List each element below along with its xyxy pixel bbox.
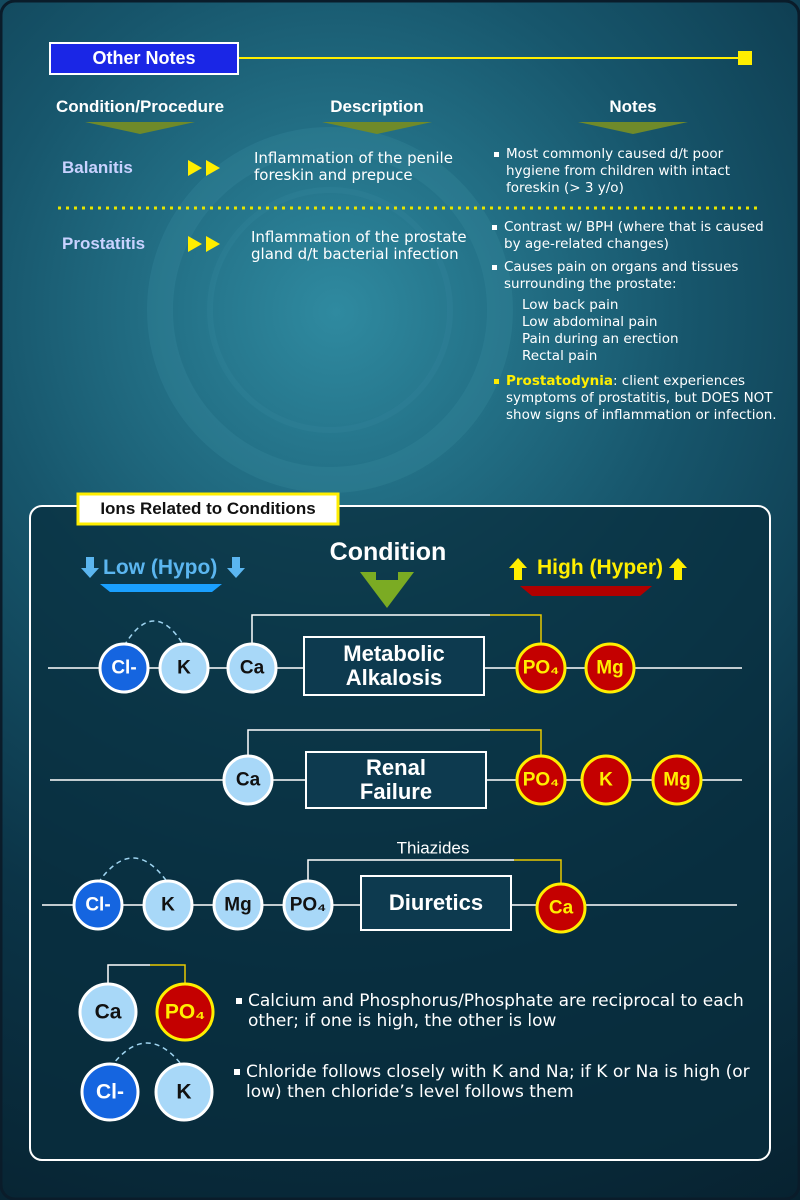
ion-circle [142, 879, 194, 931]
ion-circle [584, 642, 636, 694]
condition-name: Renal Failure [359, 755, 433, 804]
note: Causes pain on organs and tissues surrou… [492, 259, 779, 293]
down-arrow-icon [81, 557, 245, 578]
connector [107, 964, 150, 986]
relation-note: Chloride follows closely with K and Na; … [234, 1062, 766, 1102]
ion-label: Cl- [111, 658, 136, 679]
ion-label: K [599, 770, 613, 791]
condition-label: Condition [329, 538, 447, 566]
watermark [207, 187, 453, 433]
highlight-note: Prostatodynia: client experiences sympto… [494, 373, 781, 424]
highlight-text: : client experiences symptoms of prostat… [506, 373, 777, 423]
ion-label: Mg [224, 895, 251, 916]
ion-circle [80, 1062, 140, 1122]
chevron [578, 122, 688, 134]
low-label: Low (Hypo) [103, 556, 218, 579]
ion-label: PO₄ [290, 895, 327, 916]
ion-label: PO₄ [523, 658, 560, 679]
ion-circle [515, 642, 567, 694]
low-bar [100, 584, 222, 592]
ion-circle [282, 879, 334, 931]
title-box [49, 42, 239, 75]
condition-arrow [360, 572, 414, 608]
description: Inflammation of the prostate gland d/t b… [251, 228, 467, 263]
relation-note: Calcium and Phosphorus/Phosphate are rec… [236, 991, 748, 1031]
connector [251, 614, 490, 644]
connector [514, 859, 562, 884]
connector [490, 729, 542, 756]
ion-circle [226, 642, 278, 694]
pointer-icon [188, 160, 220, 252]
drug-label: Thiazides [397, 839, 470, 858]
ion-circle [72, 879, 124, 931]
connector [490, 614, 542, 644]
ion-circle [155, 982, 215, 1042]
ion-label: Cl- [96, 1081, 124, 1104]
ion-label: Ca [95, 1001, 122, 1024]
column-header: Notes [609, 97, 657, 116]
dashed-link [109, 1042, 185, 1069]
ion-label: PO₄ [523, 770, 560, 791]
connector [247, 729, 490, 756]
condition: Balanitis [62, 158, 133, 177]
ion-label: K [177, 658, 191, 679]
up-arrow-icon [509, 558, 687, 580]
ion-label: PO₄ [165, 1001, 205, 1024]
ion-label: Mg [663, 770, 690, 791]
ion-circle [222, 754, 274, 806]
ion-circle [154, 1062, 214, 1122]
condition-name: Metabolic Alkalosis [343, 641, 445, 690]
highlight-term: Prostatodynia [506, 373, 613, 389]
sub-item: Rectal pain [522, 348, 598, 364]
panel-title: Ions Related to Conditions [100, 499, 316, 518]
note: Most commonly caused d/t poor hygiene fr… [494, 146, 776, 197]
condition-box [303, 636, 485, 696]
condition-box [305, 751, 487, 809]
watermark [147, 127, 513, 493]
chevron [322, 122, 432, 134]
column-header: Description [330, 97, 424, 116]
ion-label: Ca [549, 898, 574, 919]
connector [307, 859, 514, 884]
chevron [85, 122, 195, 134]
ion-label: Ca [240, 658, 265, 679]
ion-circle [535, 882, 587, 934]
ion-label: K [161, 895, 175, 916]
ion-label: Ca [236, 770, 261, 791]
condition-name: Diuretics [388, 890, 484, 915]
sub-item: Low abdominal pain [522, 314, 658, 330]
dashed-link [123, 620, 185, 647]
ion-circle [98, 642, 150, 694]
condition-box [360, 875, 512, 931]
ion-circle [580, 754, 632, 806]
sub-item: Low back pain [522, 297, 619, 313]
ion-label: Mg [596, 658, 623, 679]
note: Contrast w/ BPH (where that is caused by… [492, 219, 766, 253]
ion-circle [158, 642, 210, 694]
ion-circle [651, 754, 703, 806]
section-title: Other Notes [92, 48, 196, 68]
column-header: Condition/Procedure [55, 97, 225, 116]
ion-label: K [176, 1081, 191, 1104]
rule-end [738, 51, 752, 65]
ion-circle [78, 982, 138, 1042]
high-label: High (Hyper) [537, 556, 663, 579]
description: Inflammation of the penile foreskin and … [254, 149, 453, 184]
connector [150, 964, 186, 986]
high-bar [520, 586, 652, 596]
ion-circle [212, 879, 264, 931]
condition: Prostatitis [62, 234, 146, 253]
sub-item: Pain during an erection [522, 331, 679, 347]
ion-label: Cl- [85, 895, 110, 916]
ions-title-box [76, 492, 340, 526]
ion-circle [515, 754, 567, 806]
dashed-link [97, 857, 169, 884]
